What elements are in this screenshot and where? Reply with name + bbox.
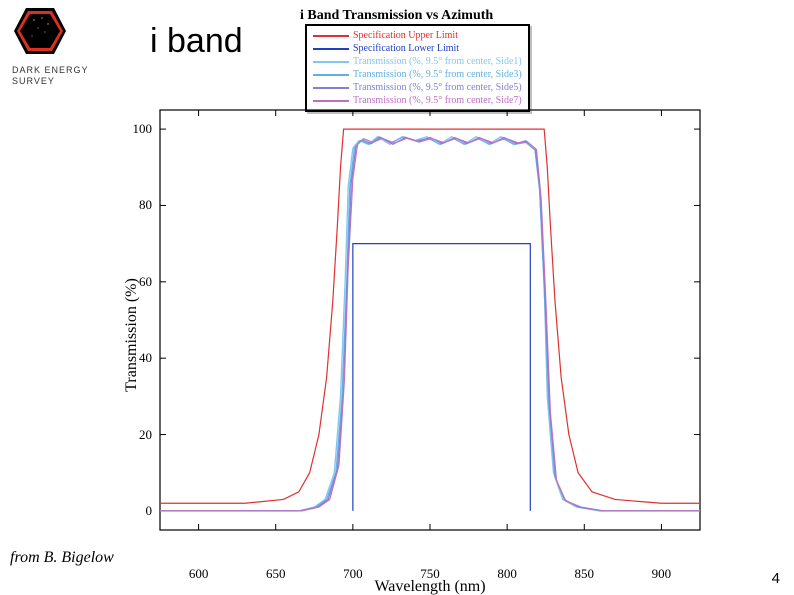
legend-label: Specification Lower Limit — [353, 43, 459, 54]
x-tick-label: 800 — [497, 560, 517, 582]
logo-line2: SURVEY — [12, 76, 122, 87]
series-spec-lower — [353, 244, 530, 511]
y-tick-label: 40 — [139, 350, 160, 366]
legend-item: Specification Lower Limit — [313, 42, 522, 55]
legend-swatch — [313, 100, 349, 102]
legend-item: Transmission (%, 9.5° from center, Side7… — [313, 94, 522, 107]
legend-item: Transmission (%, 9.5° from center, Side5… — [313, 81, 522, 94]
legend-item: Transmission (%, 9.5° from center, Side1… — [313, 55, 522, 68]
plot-lines — [160, 129, 700, 511]
legend-swatch — [313, 87, 349, 89]
des-logo: DARK ENERGY SURVEY — [12, 6, 122, 88]
series-spec-upper — [160, 129, 700, 503]
y-tick-label: 60 — [139, 274, 160, 290]
y-tick-label: 0 — [146, 503, 161, 519]
band-label: i band — [150, 22, 243, 61]
legend-label: Transmission (%, 9.5° from center, Side7… — [353, 95, 522, 106]
legend-label: Transmission (%, 9.5° from center, Side3… — [353, 69, 522, 80]
y-tick-label: 80 — [139, 197, 160, 213]
legend-item: Transmission (%, 9.5° from center, Side3… — [313, 68, 522, 81]
series-meas-4 — [160, 138, 700, 511]
plot-frame — [160, 110, 700, 530]
legend: Specification Upper Limit Specification L… — [305, 24, 530, 112]
plot-ticks — [160, 110, 700, 530]
y-tick-label: 20 — [139, 427, 160, 443]
series-meas-2 — [160, 137, 700, 511]
legend-label: Transmission (%, 9.5° from center, Side5… — [353, 82, 522, 93]
y-axis-label: Transmission (%) — [123, 278, 141, 392]
y-tick-label: 100 — [133, 121, 161, 137]
page-number: 4 — [772, 570, 780, 587]
series-meas-1 — [160, 137, 700, 511]
legend-swatch — [313, 61, 349, 63]
logo-text: DARK ENERGY SURVEY — [12, 65, 122, 88]
legend-label: Specification Upper Limit — [353, 30, 458, 41]
logo-line1: DARK ENERGY — [12, 65, 122, 76]
plot-svg — [160, 110, 700, 530]
credit-line: from B. Bigelow — [10, 549, 114, 567]
logo-hexagon — [12, 6, 68, 56]
x-tick-label: 600 — [189, 560, 209, 582]
chart-title: i Band Transmission vs Azimuth — [300, 8, 493, 24]
x-tick-label: 750 — [420, 560, 440, 582]
legend-label: Transmission (%, 9.5° from center, Side1… — [353, 56, 522, 67]
x-tick-label: 900 — [652, 560, 672, 582]
legend-swatch — [313, 74, 349, 76]
plot-area: Transmission (%) Wavelength (nm) 0204060… — [160, 110, 700, 560]
legend-swatch — [313, 35, 349, 37]
series-meas-3 — [160, 137, 700, 510]
x-tick-label: 850 — [575, 560, 595, 582]
x-tick-label: 650 — [266, 560, 286, 582]
legend-swatch — [313, 48, 349, 50]
legend-item: Specification Upper Limit — [313, 29, 522, 42]
x-tick-label: 700 — [343, 560, 363, 582]
